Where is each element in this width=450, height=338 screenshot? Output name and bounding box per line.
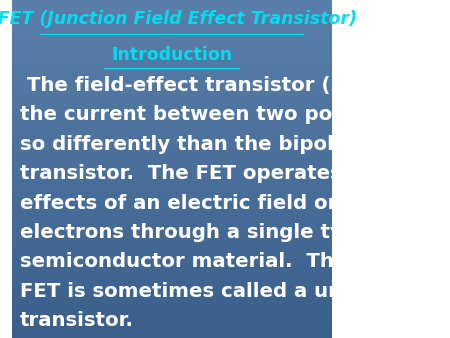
Text: transistor.: transistor. [20, 311, 134, 330]
Text: the current between two points but does: the current between two points but does [20, 105, 450, 124]
Text: semiconductor material.  This is why the: semiconductor material. This is why the [20, 252, 450, 271]
Text: Introduction: Introduction [111, 46, 233, 64]
Text: electrons through a single type of: electrons through a single type of [20, 223, 400, 242]
Text: The field-effect transistor (FET) controls: The field-effect transistor (FET) contro… [20, 76, 450, 95]
Text: effects of an electric field on the flow of: effects of an electric field on the flow… [20, 194, 450, 213]
Text: FET is sometimes called a unipolar: FET is sometimes called a unipolar [20, 282, 406, 301]
Text: transistor.  The FET operates by the: transistor. The FET operates by the [20, 164, 420, 183]
Text: J-FET (Junction Field Effect Transistor): J-FET (Junction Field Effect Transistor) [0, 10, 359, 28]
Text: so differently than the bipolar: so differently than the bipolar [20, 135, 357, 154]
